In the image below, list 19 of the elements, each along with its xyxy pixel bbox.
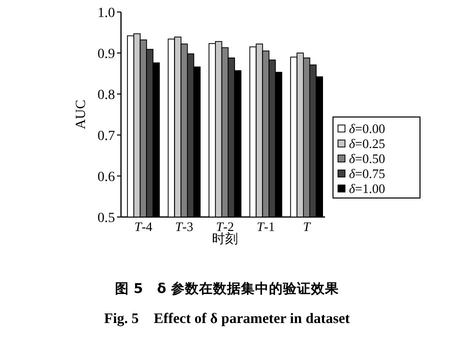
x-tick-label: T-1: [256, 219, 275, 234]
y-tick-label: 0.7: [98, 129, 115, 144]
y-tick-label: 1.0: [98, 6, 115, 21]
y-tick-label: 0.9: [98, 47, 115, 62]
text: Fig. 5 Effect of δ parameter in dataset: [104, 311, 350, 327]
legend-label: δ=0.25: [349, 136, 386, 151]
y-tick-label: 0.8: [98, 88, 115, 103]
x-tick-label: T: [302, 219, 311, 234]
legend-label: δ=1.00: [349, 181, 386, 196]
y-tick-label: 0.6: [98, 170, 115, 185]
x-axis-title: 时刻: [212, 232, 238, 247]
legend-label: δ=0.00: [349, 121, 386, 136]
y-tick-label: 0.5: [98, 211, 115, 226]
text: 图 5 δ 参数在数据集中的验证效果: [114, 280, 340, 297]
legend-label: δ=0.50: [349, 151, 386, 166]
x-tick-label: T-4: [134, 219, 153, 234]
y-axis-title: AUC: [74, 100, 89, 130]
x-tick-label: T-3: [175, 219, 194, 234]
legend-label: δ=0.75: [349, 166, 386, 181]
